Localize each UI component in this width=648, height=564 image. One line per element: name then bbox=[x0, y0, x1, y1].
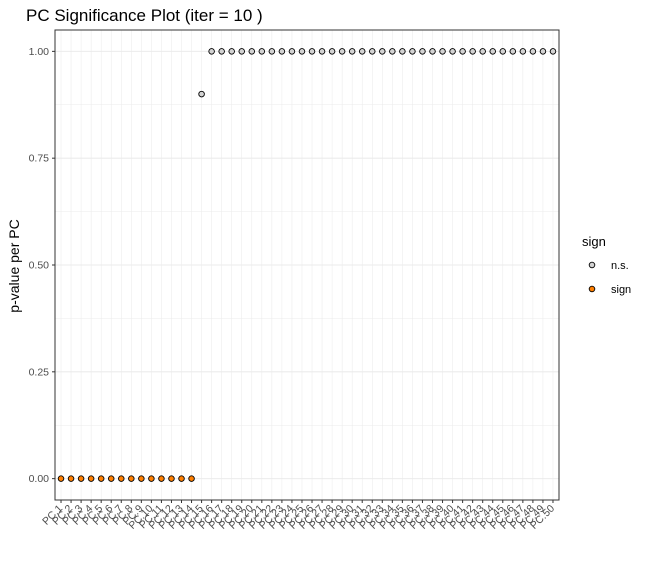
data-point-ns bbox=[288, 48, 296, 55]
legend-title: sign bbox=[582, 234, 606, 249]
data-point-sign bbox=[67, 475, 75, 482]
data-point-sign bbox=[188, 475, 195, 482]
data-point-ns bbox=[338, 48, 346, 55]
data-point-ns bbox=[389, 48, 396, 55]
data-point-ns bbox=[459, 48, 466, 55]
y-axis-title: p-value per PC bbox=[6, 219, 22, 312]
data-point-sign bbox=[168, 475, 175, 482]
legend-label: n.s. bbox=[611, 260, 629, 272]
data-point-ns bbox=[198, 90, 205, 98]
data-point-sign bbox=[138, 475, 145, 482]
data-point-ns bbox=[318, 48, 326, 55]
legend-label: sign bbox=[611, 284, 631, 296]
data-point-ns bbox=[519, 48, 527, 55]
data-point-ns bbox=[379, 48, 386, 55]
data-point-ns bbox=[419, 48, 426, 55]
legend-key bbox=[588, 285, 596, 293]
data-point-ns bbox=[449, 48, 456, 55]
data-point-ns bbox=[238, 48, 245, 55]
data-point-ns bbox=[328, 48, 336, 55]
data-point-ns bbox=[479, 48, 486, 55]
data-point-ns bbox=[348, 48, 356, 55]
data-points bbox=[57, 48, 557, 482]
data-point-ns bbox=[208, 48, 215, 55]
data-point-sign bbox=[118, 475, 125, 482]
data-point-sign bbox=[158, 475, 165, 482]
data-point-sign bbox=[87, 475, 95, 482]
x-axis: PC.1PC.2PC.3PC.4PC.5PC.6PC.7PC.8PC.9PC.1… bbox=[40, 500, 557, 532]
data-point-sign bbox=[148, 475, 155, 482]
data-point-ns bbox=[439, 48, 446, 55]
data-point-ns bbox=[469, 48, 476, 55]
data-point-sign bbox=[128, 475, 135, 482]
data-point-sign bbox=[107, 475, 115, 482]
data-point-ns bbox=[499, 48, 507, 55]
data-point-ns bbox=[278, 48, 286, 55]
data-point-ns bbox=[529, 48, 537, 55]
data-point-ns bbox=[218, 48, 225, 55]
y-tick-label: 1.00 bbox=[29, 46, 50, 58]
data-point-ns bbox=[308, 48, 316, 55]
data-point-ns bbox=[489, 48, 496, 55]
data-point-ns bbox=[429, 48, 436, 55]
data-point-sign bbox=[97, 475, 105, 482]
legend: sign n.s. sign bbox=[582, 234, 631, 296]
y-tick-label: 0.75 bbox=[29, 153, 50, 165]
data-point-sign bbox=[77, 475, 85, 482]
y-axis: 0.00 0.25 0.50 0.75 1.00 bbox=[29, 46, 55, 485]
y-tick-label: 0.50 bbox=[29, 260, 50, 272]
data-point-ns bbox=[409, 48, 416, 55]
y-tick-label: 0.00 bbox=[29, 473, 50, 485]
data-point-sign bbox=[178, 475, 185, 482]
data-point-ns bbox=[298, 48, 306, 55]
data-point-ns bbox=[369, 48, 376, 55]
data-point-ns bbox=[228, 48, 235, 55]
chart-title: PC Significance Plot (iter = 10 ) bbox=[26, 6, 263, 25]
data-point-ns bbox=[358, 48, 366, 55]
data-point-ns bbox=[549, 48, 557, 55]
data-point-ns bbox=[268, 48, 276, 55]
y-tick-label: 0.25 bbox=[29, 366, 50, 378]
grid-lines bbox=[55, 30, 559, 500]
data-point-ns bbox=[509, 48, 517, 55]
legend-key bbox=[588, 261, 596, 269]
data-point-ns bbox=[399, 48, 406, 55]
data-point-ns bbox=[248, 48, 256, 55]
data-point-sign bbox=[57, 475, 65, 482]
data-point-ns bbox=[539, 48, 547, 55]
data-point-ns bbox=[258, 48, 266, 55]
